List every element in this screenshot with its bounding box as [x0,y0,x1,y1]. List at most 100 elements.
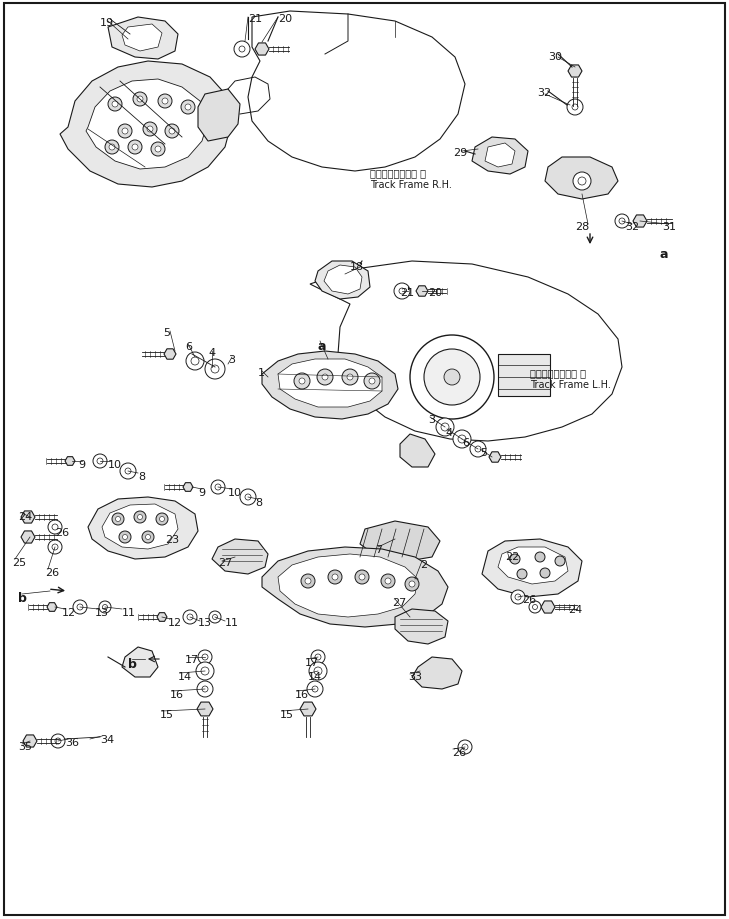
Polygon shape [197,702,213,716]
Circle shape [198,651,212,664]
Circle shape [134,512,146,524]
Circle shape [138,515,142,520]
Polygon shape [86,80,208,170]
Circle shape [169,129,175,135]
Circle shape [77,605,83,610]
Polygon shape [255,44,269,56]
Text: 24: 24 [18,512,32,521]
Circle shape [309,663,327,680]
Circle shape [322,375,328,380]
Circle shape [108,98,122,112]
Circle shape [118,125,132,139]
Text: 16: 16 [170,689,184,699]
Circle shape [51,734,65,748]
Circle shape [315,654,321,660]
Polygon shape [485,144,515,168]
Polygon shape [21,531,35,543]
Text: 27: 27 [392,597,406,607]
Polygon shape [21,511,35,524]
Circle shape [234,42,250,58]
Circle shape [142,531,154,543]
Circle shape [529,601,541,613]
Circle shape [191,357,199,366]
Text: 6: 6 [462,437,469,448]
Circle shape [196,663,214,680]
Circle shape [619,219,625,225]
Text: 8: 8 [138,471,145,482]
Circle shape [103,605,107,610]
Text: 5: 5 [163,328,170,337]
Circle shape [120,463,136,480]
Circle shape [436,418,454,437]
Text: 5: 5 [480,448,487,458]
Polygon shape [262,352,398,420]
Circle shape [615,215,629,229]
Polygon shape [482,539,582,597]
Text: 19: 19 [100,18,114,28]
Polygon shape [541,601,555,613]
Circle shape [332,574,338,581]
Circle shape [240,490,256,505]
Circle shape [294,374,310,390]
Text: 26: 26 [55,528,69,538]
Circle shape [470,441,486,458]
Circle shape [112,102,118,108]
Circle shape [385,578,391,584]
Circle shape [510,554,520,564]
Text: 4: 4 [445,427,452,437]
Text: 15: 15 [280,709,294,720]
Text: トラックフレーム 右: トラックフレーム 右 [370,168,426,177]
Circle shape [55,738,61,744]
Circle shape [458,436,466,444]
Text: トラックフレーム 左: トラックフレーム 左 [530,368,586,378]
Polygon shape [88,497,198,560]
Text: 14: 14 [178,671,192,681]
Text: 28: 28 [575,221,589,232]
Circle shape [239,47,245,53]
Polygon shape [278,359,382,407]
Circle shape [48,520,62,535]
Circle shape [314,667,322,675]
Circle shape [143,123,157,137]
Text: 25: 25 [12,558,26,567]
Circle shape [183,610,197,624]
Text: a: a [318,340,327,353]
Circle shape [99,601,111,613]
Circle shape [122,129,128,135]
Polygon shape [65,457,75,466]
Circle shape [201,667,209,675]
Polygon shape [568,66,582,78]
Circle shape [409,582,415,587]
Circle shape [212,615,217,619]
Circle shape [155,147,161,153]
Text: 26: 26 [452,747,466,757]
Circle shape [394,284,410,300]
Text: 3: 3 [428,414,435,425]
Text: a: a [660,248,668,261]
Text: 8: 8 [255,497,262,507]
Text: 17: 17 [185,654,199,664]
Text: 3: 3 [228,355,235,365]
Circle shape [532,605,537,610]
Circle shape [48,540,62,554]
Text: 2: 2 [420,560,427,570]
Text: 36: 36 [65,737,79,747]
Circle shape [158,95,172,108]
Text: 27: 27 [218,558,233,567]
Circle shape [202,654,208,660]
Circle shape [125,469,131,474]
Circle shape [475,447,481,452]
Polygon shape [164,349,176,360]
Circle shape [540,568,550,578]
Text: 16: 16 [295,689,309,699]
Polygon shape [122,25,162,52]
Polygon shape [489,452,501,462]
Circle shape [515,595,521,600]
Circle shape [462,744,468,750]
Text: 23: 23 [165,535,179,544]
Circle shape [299,379,305,384]
Circle shape [573,173,591,191]
Polygon shape [360,521,440,562]
Circle shape [328,571,342,584]
Text: 21: 21 [248,14,262,24]
